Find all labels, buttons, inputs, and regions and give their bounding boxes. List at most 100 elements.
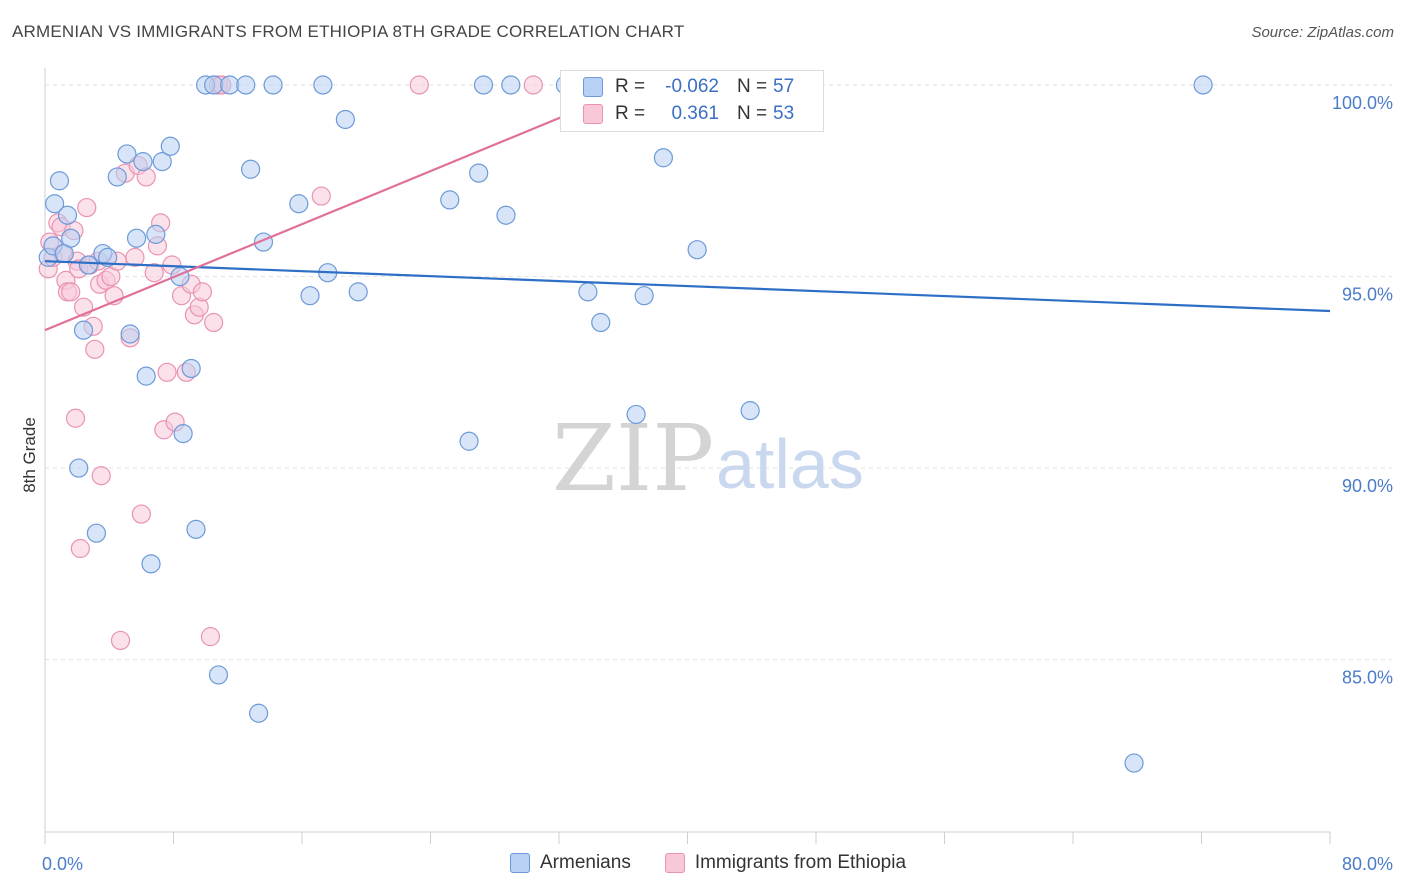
ethiopia-point bbox=[70, 538, 90, 559]
armenians-point bbox=[86, 523, 107, 543]
x-tick-label: 80.0% bbox=[1342, 854, 1393, 874]
ethiopia-point bbox=[91, 466, 111, 486]
armenians-point bbox=[263, 75, 283, 95]
armenians-point bbox=[136, 366, 156, 386]
armenians-point bbox=[117, 144, 137, 164]
trend-lines bbox=[44, 83, 1331, 332]
ethiopia-point bbox=[311, 186, 331, 206]
armenians-point bbox=[204, 75, 224, 95]
ethiopia-point bbox=[523, 75, 543, 95]
y-tick-label: 90.0% bbox=[1342, 476, 1393, 496]
armenians-point bbox=[335, 109, 355, 130]
trend-line-armenians bbox=[44, 260, 1331, 313]
ethiopia-point bbox=[200, 627, 221, 647]
armenians-point bbox=[348, 282, 368, 302]
ethiopia-point bbox=[65, 408, 86, 428]
ethiopia-point bbox=[125, 247, 145, 267]
axes bbox=[44, 68, 1331, 844]
stats-r-label: R = bbox=[615, 103, 646, 124]
armenians-point bbox=[249, 703, 269, 723]
trend-line-ethiopia bbox=[44, 83, 640, 332]
armenians-point bbox=[626, 404, 646, 425]
armenians-point bbox=[241, 159, 261, 179]
armenians-point bbox=[653, 148, 674, 168]
armenians-point bbox=[49, 171, 70, 191]
armenians-point bbox=[578, 282, 598, 302]
legend-label-ethiopia: Immigrants from Ethiopia bbox=[694, 852, 907, 873]
source-note: Source: ZipAtlas.com bbox=[1251, 24, 1394, 41]
armenians-point bbox=[220, 75, 240, 95]
y-tick-label: 85.0% bbox=[1342, 668, 1393, 688]
armenians-point bbox=[78, 255, 98, 275]
ethiopia-point bbox=[85, 339, 105, 359]
y-tick-label: 95.0% bbox=[1342, 285, 1393, 305]
armenians-point bbox=[236, 75, 256, 95]
ethiopia-point bbox=[131, 504, 151, 524]
ethiopia-point bbox=[110, 630, 131, 651]
armenians-point bbox=[1124, 753, 1144, 773]
armenians-point bbox=[160, 136, 180, 156]
armenians-point bbox=[146, 224, 166, 244]
armenians-point bbox=[120, 324, 140, 344]
armenians-point bbox=[181, 358, 201, 379]
legend-item-armenians: Armenians bbox=[510, 852, 631, 874]
tick-labels: 100.0% 95.0% 90.0% 85.0% 0.0% 80.0% bbox=[42, 93, 1393, 874]
armenians-point bbox=[469, 163, 489, 183]
series-armenians-points bbox=[38, 75, 1213, 773]
armenians-point bbox=[152, 152, 172, 172]
watermark-atlas: atlas bbox=[716, 425, 864, 503]
armenians-point bbox=[634, 286, 654, 306]
stats-n-label: N = bbox=[737, 76, 768, 97]
ethiopia-point bbox=[192, 282, 213, 302]
stats-r-label: R = bbox=[615, 76, 646, 97]
armenians-point bbox=[313, 75, 333, 95]
legend-swatch-ethiopia bbox=[664, 853, 685, 873]
chart-title: ARMENIAN VS IMMIGRANTS FROM ETHIOPIA 8TH… bbox=[12, 22, 685, 41]
armenians-point bbox=[73, 320, 94, 340]
armenians-point bbox=[740, 401, 760, 421]
legend-swatch-armenians bbox=[510, 853, 530, 873]
armenians-point bbox=[1193, 75, 1213, 95]
armenians-point bbox=[186, 519, 206, 539]
x-tick-label: 0.0% bbox=[42, 854, 83, 874]
armenians-point bbox=[69, 458, 89, 478]
armenians-point bbox=[687, 240, 707, 260]
armenians-point bbox=[45, 194, 65, 214]
armenians-point bbox=[496, 205, 516, 225]
armenians-point bbox=[440, 190, 460, 210]
ethiopia-point bbox=[204, 312, 224, 333]
armenians-point bbox=[173, 423, 193, 444]
legend-item-ethiopia: Immigrants from Ethiopia bbox=[664, 852, 907, 874]
ethiopia-point bbox=[409, 75, 429, 95]
ethiopia-point bbox=[157, 362, 177, 382]
armenians-point bbox=[473, 75, 494, 95]
stats-r-value: -0.062 bbox=[665, 76, 719, 97]
armenians-point bbox=[107, 167, 127, 187]
armenians-point bbox=[98, 247, 118, 267]
stats-n-value: 57 bbox=[773, 76, 795, 97]
ethiopia-point bbox=[144, 263, 164, 283]
stats-swatch-ethiopia bbox=[583, 104, 603, 124]
y-tick-label: 100.0% bbox=[1332, 93, 1393, 113]
ethiopia-point bbox=[61, 282, 81, 302]
stats-r-value: 0.361 bbox=[671, 103, 719, 124]
stats-n-label: N = bbox=[737, 103, 768, 124]
armenians-point bbox=[141, 554, 161, 574]
stats-n-value: 53 bbox=[773, 103, 795, 124]
series-ethiopia-points bbox=[38, 75, 543, 651]
stats-swatch-armenians bbox=[583, 77, 603, 97]
ethiopia-point bbox=[77, 197, 97, 218]
armenians-point bbox=[501, 75, 521, 95]
armenians-point bbox=[61, 228, 81, 248]
armenians-point bbox=[591, 312, 611, 333]
armenians-point bbox=[126, 228, 147, 248]
armenians-point bbox=[289, 194, 309, 214]
armenians-point bbox=[459, 431, 479, 451]
armenians-point bbox=[57, 205, 78, 225]
legend: Armenians Immigrants from Ethiopia bbox=[510, 852, 906, 874]
legend-label-armenians: Armenians bbox=[540, 852, 631, 873]
armenians-point bbox=[208, 665, 229, 685]
stats-box: R = -0.062 N = 57 R = 0.361 N = 53 bbox=[560, 70, 824, 132]
armenians-point bbox=[300, 286, 320, 306]
